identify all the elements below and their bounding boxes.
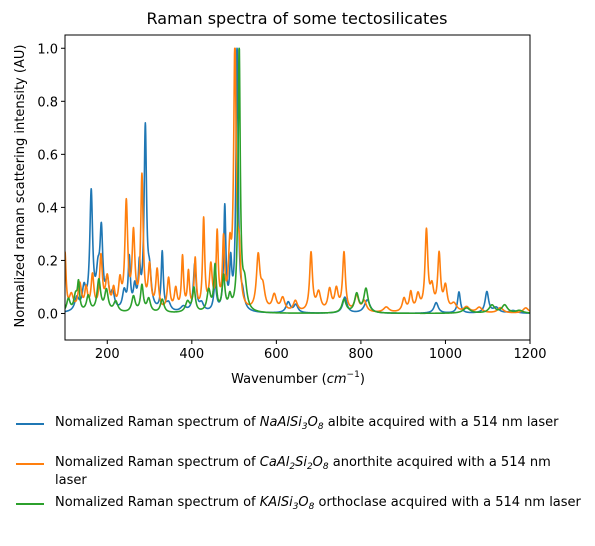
chart-title: Raman spectra of some tectosilicates [147,9,448,28]
legend-swatch [16,423,44,425]
y-tick-label: 0.6 [37,148,58,163]
chemical-formula: KAlSi3O8 [259,495,315,512]
x-tick-label: 400 [179,347,204,362]
x-axis-label-prefix: Wavenumber ( [231,372,327,387]
x-axis-label: Wavenumber (cm−1) [231,370,365,387]
x-tick-label: 600 [264,347,289,362]
legend-label: Nomalized Raman spectrum of NaAlSi3O8 al… [55,415,559,432]
legend-label: Nomalized Raman spectrum of CaAl2Si2O8 a… [55,455,551,488]
series-line-1 [65,47,530,314]
legend: Nomalized Raman spectrum of NaAlSi3O8 al… [14,414,589,534]
series-line-2 [65,47,530,314]
legend-swatch [16,503,44,505]
chemical-formula: CaAl2Si2O8 [259,455,329,472]
legend-item-1: Nomalized Raman spectrum of NaAlSi3O8 al… [14,414,589,450]
x-axis-label-unit: cm [327,372,347,387]
x-tick-label: 1200 [513,347,546,362]
x-tick-label: 800 [348,347,373,362]
x-axis-label-exponent: −1 [347,370,360,380]
series-layer [65,47,530,315]
legend-item-2: Nomalized Raman spectrum of CaAl2Si2O8 a… [14,454,589,490]
y-tick-label: 0.2 [37,254,58,269]
chemical-formula: NaAlSi3O8 [259,415,324,432]
y-tick-label: 0.8 [37,95,58,110]
series-line-3 [65,47,530,315]
x-axis-label-suffix: ) [360,372,365,387]
y-tick-label: 0.4 [37,201,58,216]
y-tick-label: 1.0 [37,42,58,57]
legend-item-3: Nomalized Raman spectrum of KAlSi3O8 ort… [14,494,589,530]
x-tick-label: 200 [95,347,120,362]
y-tick-label: 0.0 [37,307,58,322]
plot-frame [64,34,531,341]
legend-swatch [16,463,44,465]
x-tick-label: 1000 [429,347,462,362]
legend-label: Nomalized Raman spectrum of KAlSi3O8 ort… [55,495,581,512]
y-axis-label: Normalized raman scattering intensity (A… [13,45,28,328]
y-axis-ticks: 0.0 0.2 0.4 0.6 0.8 1.0 [37,42,65,322]
x-axis-ticks: 200 400 600 800 1000 1200 [95,340,547,362]
